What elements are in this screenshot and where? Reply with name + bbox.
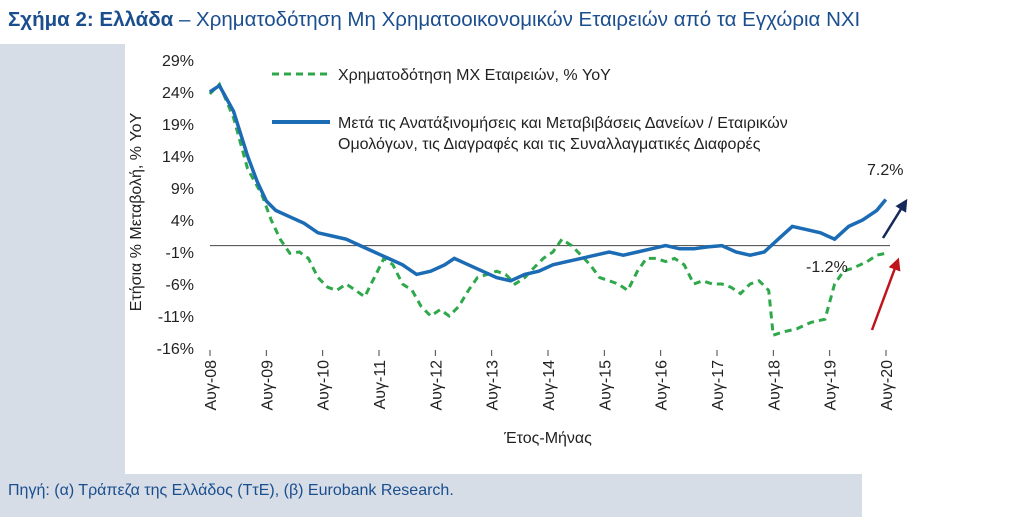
y-tick-label: 4% (171, 213, 194, 230)
x-tick-label: Αυγ-18 (766, 360, 783, 411)
figure-title-rest: – Χρηματοδότηση Μη Χρηματοοικονομικών Ετ… (173, 8, 861, 31)
x-tick-label: Αυγ-19 (823, 360, 840, 411)
y-tick-label: 29% (162, 53, 194, 70)
y-tick-label: 24% (162, 85, 194, 102)
figure-title-bold: Σχήμα 2: Ελλάδα (8, 8, 174, 31)
y-tick-label: 9% (171, 181, 194, 198)
x-axis-ticks: Αυγ-08 Αυγ-09 Αυγ-10 Αυγ-11 Αυγ-12 Αυγ-13 Αυγ-… (203, 350, 896, 411)
x-axis-title: Έτος-Μήνας (503, 430, 592, 447)
y-tick-label: -6% (166, 277, 194, 294)
y-tick-label: 14% (162, 149, 194, 166)
y-tick-label: -16% (157, 341, 194, 358)
legend-label-financing: Χρηματοδότηση ΜΧ Εταιρειών, % YoY (338, 67, 611, 84)
x-tick-label: Αυγ-13 (485, 360, 502, 411)
figure-title: Σχήμα 2: Ελλάδα – Χρηματοδότηση Μη Χρημα… (8, 8, 860, 32)
x-tick-label: Αυγ-17 (710, 360, 727, 411)
x-tick-label: Αυγ-11 (372, 360, 389, 409)
x-tick-label: Αυγ-16 (654, 360, 671, 411)
annotation-minus-1-2: -1.2% (806, 259, 848, 276)
series-line-adjusted (208, 83, 888, 283)
x-tick-label: Αυγ-20 (879, 360, 896, 411)
y-tick-label: 19% (162, 117, 194, 134)
chart-area (125, 44, 915, 474)
annotation-7-2: 7.2% (867, 162, 903, 179)
x-tick-label: Αυγ-14 (541, 360, 558, 411)
y-tick-label: -1% (166, 245, 194, 262)
legend-label-adjusted-line1: Μετά τις Ανατάξινομήσεις και Μεταβιβάσει… (338, 115, 788, 132)
legend: Χρηματοδότηση ΜΧ Εταιρειών, % YoY Μετά τ… (272, 67, 788, 153)
source-note: Πηγή: (α) Τράπεζα της Ελλάδος (ΤτΕ), (β)… (8, 482, 454, 499)
y-axis-ticks: 29% 24% 19% 14% 9% 4% -1% -6% -11% -16% (157, 53, 194, 358)
series-line-financing (208, 81, 887, 338)
y-tick-label: -11% (158, 309, 194, 326)
x-tick-label: Αυγ-09 (259, 360, 276, 411)
x-tick-label: Αυγ-08 (203, 360, 220, 411)
up-arrow-navy-icon (881, 198, 908, 239)
x-tick-label: Αυγ-12 (428, 360, 445, 411)
x-tick-label: Αυγ-15 (597, 360, 614, 411)
legend-label-adjusted-line2: Ομολόγων, τις Διαγραφές και τις Συναλλαγ… (338, 136, 761, 153)
x-tick-label: Αυγ-10 (316, 360, 333, 411)
y-axis-title: Ετήσια % Μεταβολή, % YoY (128, 112, 145, 311)
up-arrow-red-icon (870, 257, 901, 331)
